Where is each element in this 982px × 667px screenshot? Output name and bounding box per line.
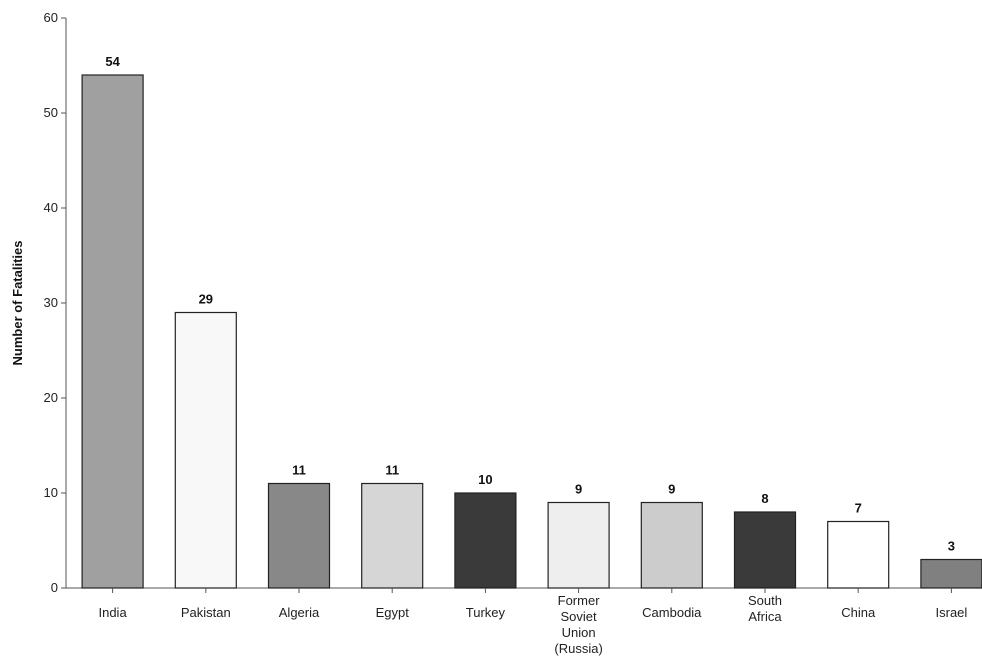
y-axis-title: Number of Fatalities: [10, 241, 25, 366]
category-label: Israel: [936, 605, 968, 620]
bar-value-label: 11: [385, 463, 399, 478]
bar: [547, 501, 610, 589]
bar-value-label: 10: [478, 472, 492, 487]
bar-value-label: 29: [199, 292, 213, 307]
category-label: South Africa: [748, 593, 782, 624]
category-label-group: India Pakistan Algeria Egypt Turkey Former Sov…: [98, 593, 967, 656]
bar-value-label: 3: [948, 539, 955, 554]
category-label: Turkey: [466, 605, 506, 620]
bar: [827, 520, 890, 589]
y-tick-label: 30: [44, 295, 58, 310]
y-tick-label: 20: [44, 390, 58, 405]
bar-value-label: 54: [105, 54, 120, 69]
bar: [81, 74, 144, 589]
y-tick-label: 60: [44, 10, 58, 25]
bar-value-label: 9: [575, 482, 582, 497]
bar-value-label: 7: [855, 501, 862, 516]
y-tick-label: 10: [44, 485, 58, 500]
bar: [267, 482, 331, 589]
category-label: Cambodia: [642, 605, 702, 620]
category-label: Algeria: [279, 605, 320, 620]
y-tick-group: 0 10 20 30 40 50 60: [44, 10, 66, 595]
y-tick-label: 0: [51, 580, 58, 595]
bar-value-label: 11: [292, 463, 306, 478]
bar-group: [81, 74, 982, 593]
bar: [920, 558, 982, 589]
bar: [361, 482, 424, 589]
bar-value-label: 9: [668, 482, 675, 497]
category-label: China: [841, 605, 876, 620]
bar: [454, 492, 517, 589]
category-label: Egypt: [376, 605, 410, 620]
category-label: India: [98, 605, 127, 620]
bar: [733, 511, 797, 589]
category-label: Former Soviet Union (Russia): [554, 593, 602, 656]
bar: [174, 311, 237, 589]
y-tick-label: 40: [44, 200, 58, 215]
category-label: Pakistan: [181, 605, 231, 620]
bar: [640, 501, 703, 589]
y-tick-label: 50: [44, 105, 58, 120]
bar-value-label: 8: [761, 491, 768, 506]
data-label-group: 54 29 11 11 10 9 9 8 7 3: [105, 54, 955, 554]
